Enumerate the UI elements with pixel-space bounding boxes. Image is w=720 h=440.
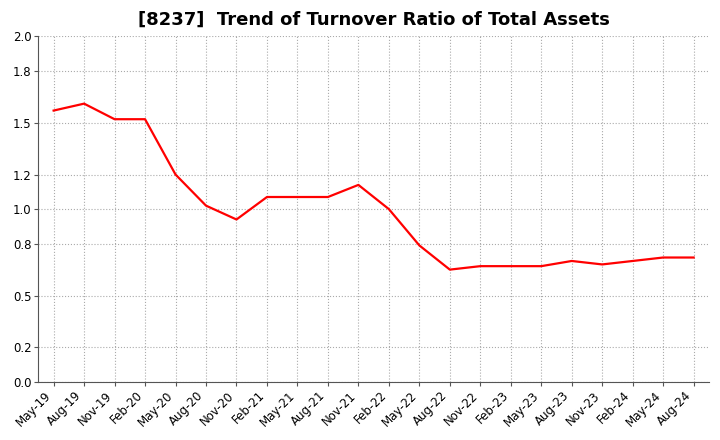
Title: [8237]  Trend of Turnover Ratio of Total Assets: [8237] Trend of Turnover Ratio of Total … [138, 11, 610, 29]
